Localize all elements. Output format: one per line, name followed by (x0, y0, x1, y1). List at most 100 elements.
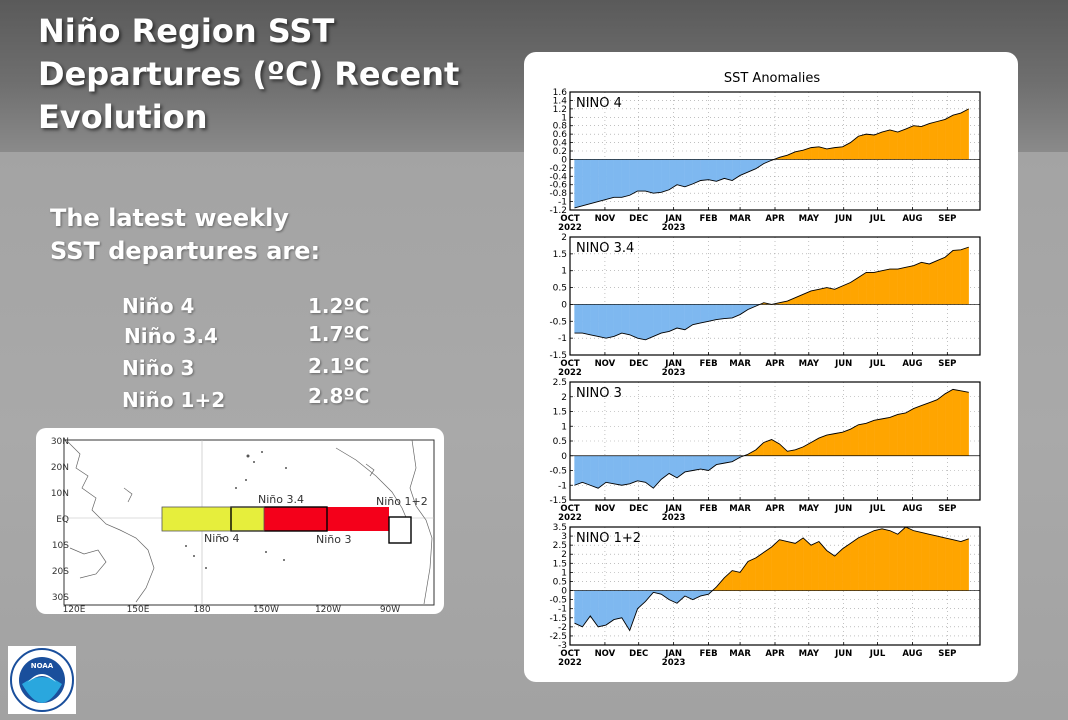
anomaly-segment (937, 535, 946, 591)
anomaly-segment (629, 304, 638, 339)
anomaly-segment (921, 532, 930, 591)
anomaly-segment (881, 417, 891, 456)
anomaly-segment (613, 590, 622, 620)
anomaly-segment (668, 304, 678, 332)
nino-region-map: 30N 20N 10N EQ 10S 20S 30S 120E 150E 180… (51, 437, 435, 615)
anomaly-fill (574, 526, 969, 632)
x-tick-labels: OCT NOV DEC JAN FEB MAR APR MAY JUN JUL AUG SEP 2022… (558, 649, 956, 668)
anomaly-segment (858, 423, 867, 456)
anomaly-segment (873, 270, 883, 305)
anomaly-segment (574, 159, 583, 209)
anomaly-segment (952, 389, 962, 456)
anomaly-segment (850, 424, 859, 456)
anomaly-segment (960, 538, 969, 591)
anomaly-fill (574, 108, 969, 209)
anomaly-segment (858, 534, 867, 591)
y-tick-label: -2 (558, 623, 567, 633)
x-tick-label: OCT (560, 359, 579, 369)
region-label-nino3: Niño 3 (316, 533, 351, 546)
x-tick-label: MAR (729, 504, 751, 514)
x-tick-label: DEC (629, 214, 648, 224)
anomaly-segment (787, 151, 796, 160)
anomaly-segment (929, 260, 938, 305)
anomaly-segment (598, 159, 607, 202)
panel-1: -1.5 -1 -0.5 0 0.5 1 1.5 2 NINO 3.4 OCT NOV DEC JAN F… (549, 233, 981, 378)
x-tick-label: MAY (799, 359, 820, 369)
anomaly-segment (676, 159, 686, 188)
panel-2: -1.5 -1 -0.5 0 0.5 1 1.5 2 2.5 NINO 3 OCT NOV DEC JAN… (549, 378, 981, 523)
x-tick-label: JUN (834, 504, 852, 514)
anomaly-segment (645, 304, 654, 341)
anomaly-segment (653, 304, 662, 337)
y-tick-label: 1.2 (553, 105, 567, 115)
anomaly-segment (866, 420, 875, 456)
anomaly-segment (952, 539, 962, 591)
anomaly-segment (952, 112, 962, 160)
y-tick-label: -0.5 (549, 317, 567, 327)
x-tick-label: NOV (595, 214, 616, 224)
nino4-border (161, 506, 265, 532)
anomaly-segment (645, 159, 654, 194)
anomaly-segment (716, 159, 725, 182)
anomaly-segment (574, 455, 583, 486)
anomaly-segment (739, 304, 749, 315)
anomaly-line (574, 108, 969, 209)
anomaly-segment (881, 268, 891, 305)
y-tick-label: 2 (561, 393, 567, 403)
x-year-label: 2023 (662, 368, 686, 378)
anomaly-segment (755, 552, 764, 591)
x-year-label: 2022 (558, 658, 582, 668)
anomaly-segment (692, 304, 701, 325)
anomaly-segment (795, 537, 804, 591)
y-tick-label: 0.2 (553, 147, 567, 157)
anomaly-segment (826, 550, 835, 591)
x-tick-label: SEP (938, 649, 956, 659)
x-tick-label: JUL (869, 359, 886, 369)
anomaly-segment (937, 257, 946, 305)
x-tick-label: FEB (699, 504, 717, 514)
anomaly-segment (889, 530, 898, 591)
anomaly-segment (598, 304, 607, 339)
anomaly-segment (613, 304, 622, 337)
anomaly-segment (582, 455, 591, 486)
noaa-logo: NOAA (8, 646, 76, 714)
x-tick-label: JAN (664, 214, 682, 224)
anomaly-segment (960, 246, 969, 305)
lat-label: 20N (51, 463, 69, 473)
y-tick-label: 3 (561, 532, 567, 542)
y-tick-label: -0.5 (549, 596, 567, 606)
y-tick-label: 0 (561, 155, 567, 165)
x-tick-label: APR (765, 504, 785, 514)
anomaly-segment (676, 304, 686, 330)
anomaly-segment (873, 418, 883, 456)
anomaly-segment (810, 289, 820, 305)
x-tick-label: FEB (699, 214, 717, 224)
anomaly-segment (779, 539, 788, 591)
x-tick-label: JUL (869, 504, 886, 514)
x-tick-label: JUN (834, 359, 852, 369)
anomaly-segment (724, 304, 733, 319)
y-tick-label: 1.5 (553, 250, 567, 260)
panel-name: NINO 1+2 (576, 531, 641, 546)
anomaly-segment (637, 159, 646, 192)
anomaly-segment (889, 414, 898, 456)
anomaly-segment (803, 537, 812, 591)
anomaly-segment (605, 159, 615, 200)
lat-label: 10S (52, 541, 69, 551)
lon-label: 120W (315, 605, 341, 614)
reading-value-nino3: 2.1ºC (308, 354, 370, 378)
reading-region-nino12: Niño 1+2 (122, 388, 226, 412)
anomaly-segment (850, 537, 859, 591)
anomaly-segment (700, 455, 709, 471)
anomaly-segment (708, 304, 717, 322)
anomaly-segment (692, 159, 701, 185)
map-lat-labels: 30N 20N 10N EQ 10S 20S 30S (51, 437, 69, 603)
y-tick-label: 2.5 (553, 541, 567, 551)
anomaly-segment (590, 304, 599, 337)
panel-3: -3-2.5-2-1.5-1-0.500.511.522.533.5 NINO 1… (549, 523, 981, 668)
anomaly-segment (944, 537, 954, 591)
x-tick-label: APR (765, 214, 785, 224)
anomaly-segment (897, 412, 906, 456)
y-tick-label: -0.8 (549, 189, 567, 199)
lon-label: 150W (253, 605, 279, 614)
